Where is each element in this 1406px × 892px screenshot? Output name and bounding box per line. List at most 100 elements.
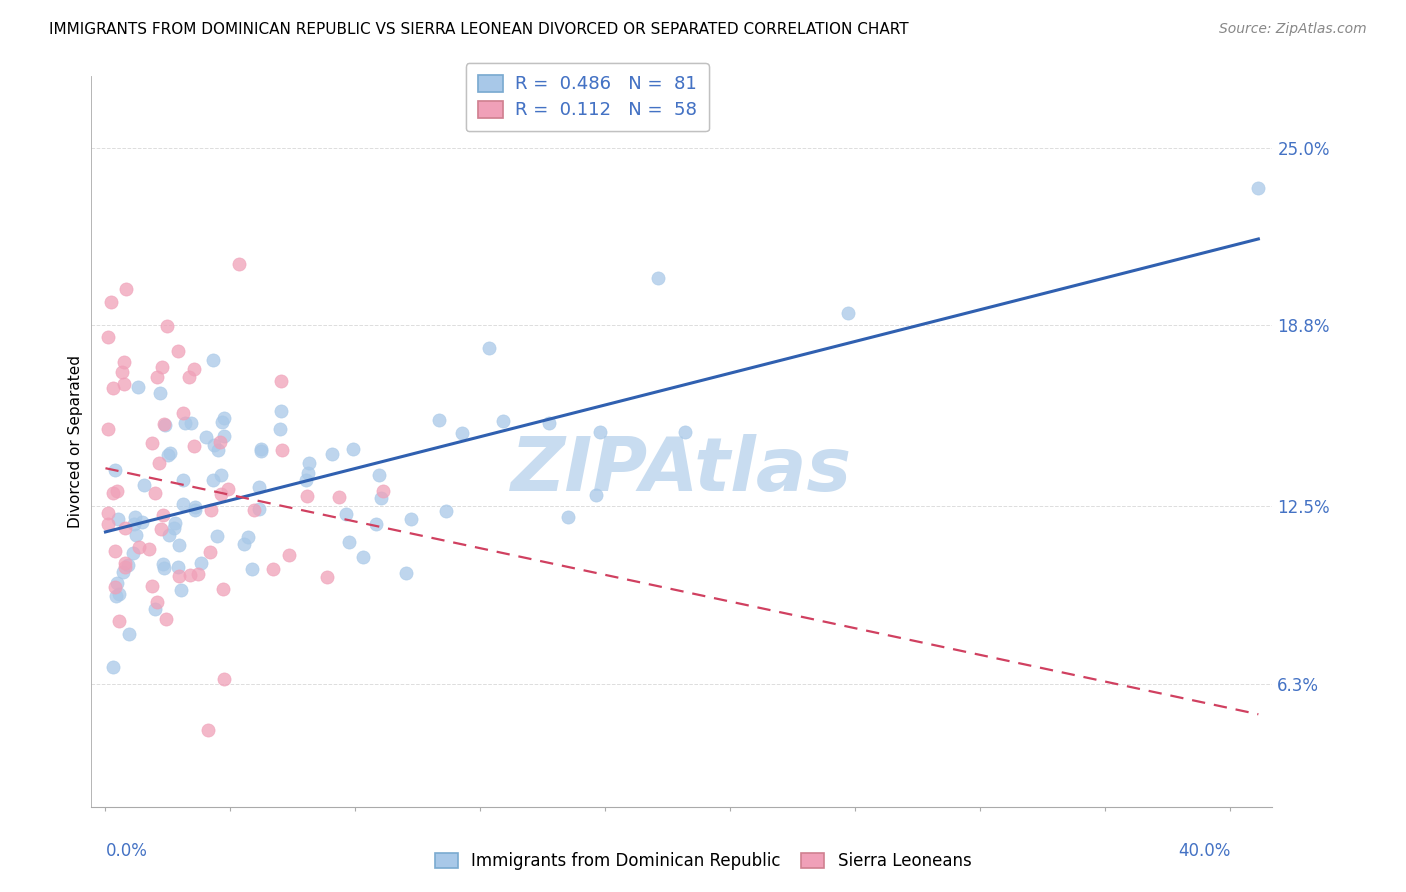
Point	[118, 627, 141, 641]
Point	[212, 411, 235, 425]
Point	[368, 467, 391, 482]
Point	[124, 509, 146, 524]
Point	[112, 377, 135, 392]
Point	[163, 516, 186, 530]
Point	[262, 562, 284, 576]
Point	[198, 545, 221, 559]
Point	[247, 480, 270, 494]
Point	[148, 456, 170, 470]
Point	[557, 510, 579, 524]
Point	[114, 521, 136, 535]
Point	[298, 456, 321, 470]
Point	[207, 442, 229, 457]
Point	[97, 506, 120, 520]
Point	[321, 447, 343, 461]
Point	[105, 575, 128, 590]
Point	[1247, 180, 1270, 194]
Point	[148, 385, 170, 400]
Point	[205, 529, 228, 543]
Point	[370, 491, 392, 505]
Point	[269, 422, 291, 436]
Point	[214, 429, 236, 443]
Point	[179, 567, 201, 582]
Point	[152, 417, 174, 432]
Point	[202, 437, 225, 451]
Point	[128, 540, 150, 554]
Point	[295, 489, 318, 503]
Y-axis label: Divorced or Separated: Divorced or Separated	[67, 355, 83, 528]
Point	[202, 473, 225, 487]
Point	[152, 359, 174, 374]
Point	[100, 294, 122, 309]
Point	[167, 538, 190, 552]
Point	[157, 448, 180, 462]
Point	[121, 546, 143, 560]
Point	[200, 503, 222, 517]
Point	[173, 416, 195, 430]
Point	[114, 282, 136, 296]
Text: IMMIGRANTS FROM DOMINICAN REPUBLIC VS SIERRA LEONEAN DIVORCED OR SEPARATED CORRE: IMMIGRANTS FROM DOMINICAN REPUBLIC VS SI…	[49, 22, 908, 37]
Point	[673, 425, 696, 440]
Point	[156, 318, 179, 333]
Point	[190, 556, 212, 570]
Point	[177, 370, 200, 384]
Point	[159, 446, 181, 460]
Point	[249, 442, 271, 456]
Point	[212, 582, 235, 596]
Point	[167, 560, 190, 574]
Point	[132, 477, 155, 491]
Point	[837, 305, 859, 319]
Point	[152, 557, 174, 571]
Point	[108, 587, 131, 601]
Point	[187, 567, 209, 582]
Point	[103, 485, 125, 500]
Point	[114, 560, 136, 574]
Point	[589, 425, 612, 440]
Point	[131, 515, 153, 529]
Point	[172, 406, 194, 420]
Point	[212, 672, 235, 686]
Point	[247, 502, 270, 516]
Point	[145, 486, 167, 500]
Point	[112, 354, 135, 368]
Point	[197, 723, 219, 738]
Point	[647, 270, 669, 285]
Point	[328, 490, 350, 504]
Point	[270, 404, 292, 418]
Point	[108, 614, 131, 628]
Point	[152, 508, 174, 523]
Point	[209, 468, 232, 483]
Point	[125, 527, 148, 541]
Point	[97, 422, 120, 436]
Point	[150, 522, 173, 536]
Point	[167, 344, 190, 359]
Point	[208, 434, 231, 449]
Point	[117, 558, 139, 573]
Point	[236, 530, 259, 544]
Point	[315, 570, 337, 584]
Point	[250, 443, 273, 458]
Text: 40.0%: 40.0%	[1178, 842, 1230, 860]
Point	[157, 527, 180, 541]
Point	[138, 542, 160, 557]
Point	[395, 566, 418, 580]
Point	[104, 589, 127, 603]
Point	[492, 414, 515, 428]
Point	[233, 537, 256, 551]
Point	[114, 556, 136, 570]
Point	[155, 612, 177, 626]
Point	[172, 473, 194, 487]
Point	[278, 549, 301, 563]
Point	[342, 442, 364, 456]
Point	[294, 473, 316, 487]
Point	[335, 507, 357, 521]
Legend: R =  0.486   N =  81, R =  0.112   N =  58: R = 0.486 N = 81, R = 0.112 N = 58	[465, 63, 709, 131]
Point	[105, 483, 128, 498]
Legend: Immigrants from Dominican Republic, Sierra Leoneans: Immigrants from Dominican Republic, Sier…	[427, 846, 979, 877]
Point	[270, 374, 292, 388]
Point	[183, 500, 205, 515]
Point	[97, 330, 120, 344]
Point	[169, 568, 191, 582]
Point	[271, 443, 294, 458]
Point	[141, 579, 163, 593]
